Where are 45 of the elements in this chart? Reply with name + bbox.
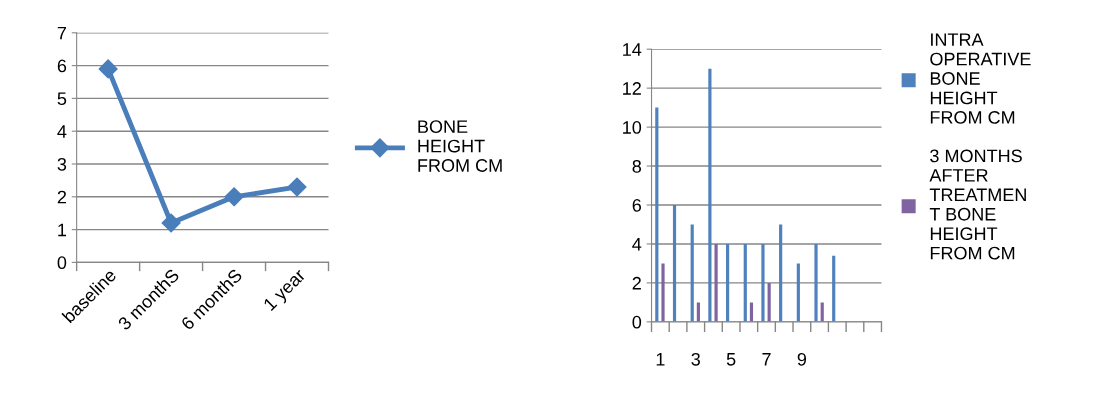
bar (761, 243, 765, 322)
legend-label: 3 MONTHS AFTER TREATMEN T BONE HEIGHT FROM CM (929, 149, 1026, 260)
y-tick-label: 0 (632, 315, 642, 329)
y-tick-label: 3 (57, 157, 67, 171)
x-tick-label: 3 (691, 352, 700, 366)
bar (832, 255, 836, 322)
y-tick-label: 10 (623, 121, 642, 134)
y-tick-label: 12 (623, 82, 641, 95)
bar (767, 282, 771, 322)
point (98, 59, 118, 79)
legend-label: INTRA OPERATIVE BONE HEIGHT FROM CM (930, 33, 1031, 124)
y-tick-label: 2 (632, 276, 641, 290)
point (224, 187, 244, 207)
point (287, 177, 307, 197)
bar (749, 302, 754, 322)
bar (796, 263, 800, 322)
y-tick-label: 5 (57, 92, 67, 106)
legend-label: BONE HEIGHT FROM CM (418, 120, 502, 172)
bar (725, 243, 730, 322)
point (161, 213, 181, 233)
y-tick-label: 8 (632, 159, 642, 173)
y-tick-label: 2 (57, 190, 67, 204)
bar (655, 107, 659, 322)
y-tick-label: 6 (632, 198, 642, 212)
x-tick-label: 1 (656, 353, 665, 366)
bar (820, 302, 824, 322)
bar (743, 243, 747, 322)
y-tick-label: 7 (57, 26, 67, 40)
bar (708, 68, 712, 322)
y-tick-label: 4 (632, 238, 642, 251)
bar (672, 205, 677, 322)
x-tick-label: 5 (726, 353, 736, 366)
y-tick-label: 1 (58, 223, 67, 237)
bar (690, 224, 694, 322)
bar (779, 224, 783, 322)
y-tick-label: 6 (57, 59, 67, 73)
x-tick-label: 7 (762, 353, 771, 366)
bar (714, 243, 718, 322)
y-tick-label: 0 (57, 256, 67, 270)
bar (814, 243, 818, 322)
y-tick-label: 14 (623, 43, 642, 56)
bar (696, 302, 700, 322)
y-tick-label: 4 (57, 125, 67, 138)
bar (661, 263, 665, 322)
x-tick-label: 9 (797, 352, 807, 366)
